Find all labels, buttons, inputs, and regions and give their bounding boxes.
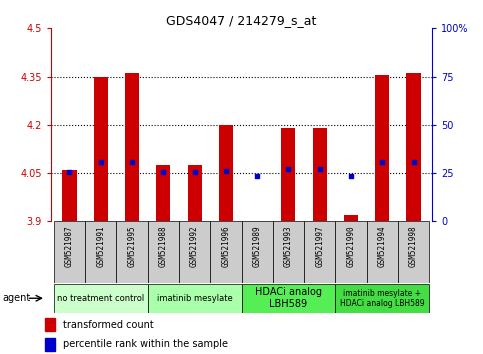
Bar (242, 221, 273, 283)
Text: GSM521990: GSM521990 (346, 225, 355, 267)
Bar (148, 221, 179, 283)
Text: GSM521995: GSM521995 (128, 225, 137, 267)
Text: GSM521996: GSM521996 (221, 225, 230, 267)
Bar (398, 221, 429, 283)
Bar (335, 221, 367, 283)
Text: GSM521994: GSM521994 (378, 225, 387, 267)
Bar (210, 221, 242, 283)
Text: imatinib mesylate: imatinib mesylate (156, 294, 232, 303)
Text: imatinib mesylate +
HDACi analog LBH589: imatinib mesylate + HDACi analog LBH589 (340, 289, 425, 308)
Point (97, 160, 105, 165)
Bar (407, 73, 421, 221)
Title: GDS4047 / 214279_s_at: GDS4047 / 214279_s_at (166, 14, 317, 27)
Bar (313, 128, 327, 221)
Bar (125, 73, 139, 221)
Point (284, 166, 292, 172)
Bar (187, 165, 201, 221)
Bar (54, 284, 148, 313)
Bar (273, 221, 304, 283)
Bar (179, 221, 210, 283)
Text: GSM521987: GSM521987 (65, 225, 74, 267)
Bar (219, 125, 233, 221)
Bar (344, 215, 358, 221)
Text: GSM521998: GSM521998 (409, 225, 418, 267)
Point (253, 173, 261, 179)
Text: no treatment control: no treatment control (57, 294, 144, 303)
Bar (45, 338, 55, 351)
Bar (375, 75, 389, 221)
Bar (282, 128, 296, 221)
Point (222, 168, 230, 173)
Bar (304, 221, 335, 283)
Point (159, 169, 167, 175)
Text: GSM521988: GSM521988 (159, 225, 168, 267)
Point (378, 160, 386, 165)
Point (316, 166, 324, 172)
Text: GSM521992: GSM521992 (190, 225, 199, 267)
Bar (45, 318, 55, 331)
Point (347, 173, 355, 179)
Bar (242, 284, 335, 313)
Text: GSM521993: GSM521993 (284, 225, 293, 267)
Bar (94, 76, 108, 221)
Bar (367, 221, 398, 283)
Bar (335, 284, 429, 313)
Text: GSM521989: GSM521989 (253, 225, 262, 267)
Point (128, 160, 136, 165)
Text: GSM521991: GSM521991 (96, 225, 105, 267)
Bar (156, 165, 170, 221)
Text: transformed count: transformed count (63, 320, 153, 330)
Text: agent: agent (2, 293, 30, 303)
Text: HDACi analog
LBH589: HDACi analog LBH589 (255, 287, 322, 309)
Bar (54, 221, 85, 283)
Bar (62, 170, 76, 221)
Point (191, 169, 199, 175)
Bar (148, 284, 242, 313)
Bar (116, 221, 148, 283)
Point (410, 160, 417, 165)
Text: percentile rank within the sample: percentile rank within the sample (63, 339, 227, 349)
Text: GSM521997: GSM521997 (315, 225, 324, 267)
Point (66, 169, 73, 175)
Bar (85, 221, 116, 283)
